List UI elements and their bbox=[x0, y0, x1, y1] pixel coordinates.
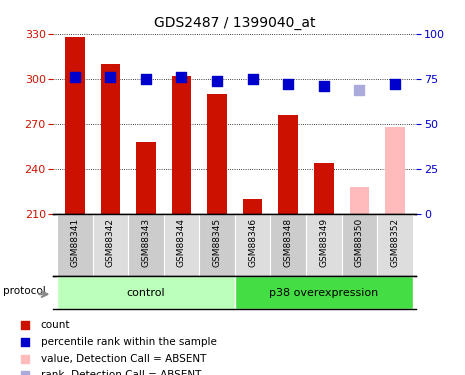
Point bbox=[21, 356, 29, 362]
Bar bbox=[306, 214, 341, 276]
Bar bbox=[65, 37, 85, 214]
Text: protocol: protocol bbox=[3, 286, 46, 296]
Bar bbox=[207, 94, 227, 214]
Text: GSM88348: GSM88348 bbox=[284, 218, 292, 267]
Text: count: count bbox=[40, 320, 70, 330]
Point bbox=[213, 78, 221, 84]
Point bbox=[106, 74, 114, 80]
Bar bbox=[136, 142, 156, 214]
Bar bbox=[93, 214, 128, 276]
Text: GSM88352: GSM88352 bbox=[390, 218, 399, 267]
Text: GSM88341: GSM88341 bbox=[70, 218, 80, 267]
Point bbox=[320, 83, 327, 89]
Bar bbox=[235, 276, 412, 309]
Bar bbox=[128, 214, 164, 276]
Point bbox=[71, 74, 79, 80]
Bar bbox=[172, 76, 191, 214]
Text: GSM88346: GSM88346 bbox=[248, 218, 257, 267]
Bar bbox=[100, 64, 120, 214]
Bar bbox=[270, 214, 306, 276]
Point bbox=[249, 76, 256, 82]
Text: value, Detection Call = ABSENT: value, Detection Call = ABSENT bbox=[40, 354, 206, 364]
Bar bbox=[279, 115, 298, 214]
Bar bbox=[199, 214, 235, 276]
Text: percentile rank within the sample: percentile rank within the sample bbox=[40, 337, 216, 347]
Text: rank, Detection Call = ABSENT: rank, Detection Call = ABSENT bbox=[40, 370, 201, 375]
Point bbox=[178, 74, 185, 80]
Point bbox=[356, 87, 363, 93]
Text: GSM88350: GSM88350 bbox=[355, 218, 364, 267]
Point bbox=[142, 76, 150, 82]
Bar bbox=[57, 276, 235, 309]
Bar bbox=[164, 214, 199, 276]
Point bbox=[285, 81, 292, 87]
Bar bbox=[385, 127, 405, 214]
Title: GDS2487 / 1399040_at: GDS2487 / 1399040_at bbox=[154, 16, 316, 30]
Text: GSM88345: GSM88345 bbox=[213, 218, 221, 267]
Bar bbox=[350, 187, 369, 214]
Text: control: control bbox=[126, 288, 165, 297]
Point bbox=[21, 339, 29, 345]
Bar bbox=[377, 214, 412, 276]
Bar bbox=[243, 199, 262, 214]
Bar bbox=[341, 214, 377, 276]
Text: GSM88344: GSM88344 bbox=[177, 218, 186, 267]
Bar bbox=[235, 214, 270, 276]
Bar bbox=[57, 214, 93, 276]
Text: GSM88349: GSM88349 bbox=[319, 218, 328, 267]
Text: GSM88342: GSM88342 bbox=[106, 218, 115, 267]
Text: p38 overexpression: p38 overexpression bbox=[269, 288, 379, 297]
Point bbox=[21, 322, 29, 328]
Text: GSM88343: GSM88343 bbox=[141, 218, 151, 267]
Bar bbox=[314, 163, 333, 214]
Point bbox=[21, 372, 29, 375]
Point bbox=[391, 81, 399, 87]
